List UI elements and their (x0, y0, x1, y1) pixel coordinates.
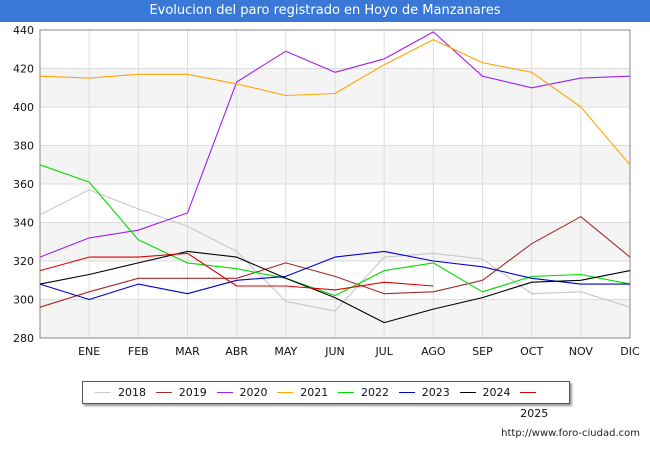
y-tick-label: 360 (13, 178, 34, 191)
legend-item-2024: 2024 (459, 382, 511, 403)
series-line-2020 (39, 31, 631, 258)
legend-label: 2022 (361, 386, 389, 399)
legend-label: 2024 (482, 386, 511, 399)
legend-swatch (216, 391, 233, 393)
legend-item-2023: 2023 (398, 382, 450, 403)
y-tick-label: 280 (13, 332, 34, 345)
y-tick-label: 300 (13, 294, 34, 307)
series-line-2018 (39, 189, 631, 312)
chart-title: Evolucion del paro registrado en Hoyo de… (149, 3, 501, 18)
y-tick-label: 400 (13, 101, 34, 114)
legend-item-2018: 2018 (95, 382, 146, 403)
legend-swatch (155, 391, 172, 393)
plot-frame (39, 29, 631, 339)
legend-swatch (338, 391, 354, 393)
x-tick-label: MAR (175, 345, 200, 358)
legend-item-2019: 2019 (155, 382, 207, 403)
x-tick-label: OCT (520, 345, 543, 358)
series-line-2019 (39, 216, 631, 308)
legend-item-2025: 2025 (520, 382, 569, 420)
chart-legend: 2018 2019 2020 2021 2022 2023 2024 2025 (82, 381, 570, 420)
x-tick-label: JUN (324, 345, 345, 358)
legend-item-2020: 2020 (216, 382, 268, 403)
x-tick-label: FEB (128, 345, 149, 358)
y-tick-label: 380 (13, 140, 34, 153)
legend-label: 2018 (118, 386, 146, 399)
legend-label: 2023 (421, 386, 450, 399)
x-tick-label: JUL (374, 345, 393, 358)
legend-label: 2019 (178, 386, 207, 399)
series-line-2022 (39, 164, 631, 297)
series-line-2025 (39, 252, 434, 291)
series-line-2023 (39, 250, 630, 301)
series-line-2021 (39, 39, 631, 166)
y-tick-label: 340 (13, 217, 34, 230)
x-tick-label: SEP (472, 345, 493, 358)
x-tick-label: NOV (569, 345, 594, 358)
legend-label: 2025 (520, 407, 549, 420)
series-line-2024 (39, 250, 631, 324)
legend-item-2022: 2022 (338, 382, 389, 403)
y-tick-label: 440 (13, 24, 34, 37)
legend-item-2021: 2021 (277, 382, 328, 403)
legend-label: 2021 (300, 386, 329, 399)
legend-swatch (520, 391, 537, 393)
y-tick-label: 320 (13, 255, 34, 268)
x-tick-label: DIC (620, 345, 640, 358)
legend-swatch (277, 391, 294, 393)
x-tick-label: ABR (225, 345, 248, 358)
legend-swatch (459, 391, 476, 393)
legend-label: 2020 (239, 386, 268, 399)
x-tick-label: ENE (78, 345, 100, 358)
legend-swatch (95, 391, 111, 393)
chart-title-bar: Evolucion del paro registrado en Hoyo de… (0, 0, 650, 22)
source-footer: http://www.foro-ciudad.com (501, 428, 640, 439)
x-tick-label: MAY (274, 345, 297, 358)
legend-swatch (398, 391, 415, 393)
y-tick-label: 420 (13, 63, 34, 76)
x-tick-label: AGO (421, 345, 446, 358)
